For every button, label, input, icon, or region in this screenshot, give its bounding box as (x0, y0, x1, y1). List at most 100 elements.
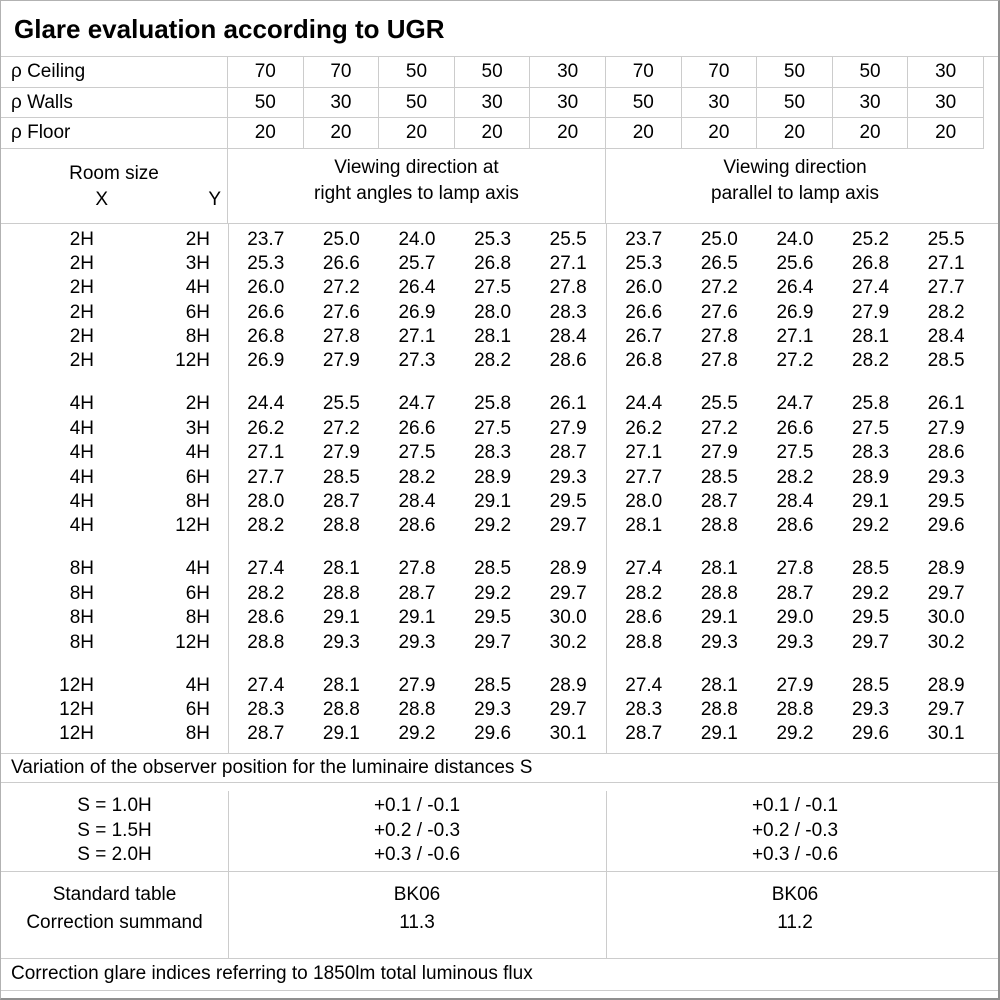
ugr-value-cell: 28.7 (625, 723, 663, 745)
ugr-value-cell: 28.5 (474, 674, 512, 696)
room-x-cell: 4H (69, 466, 94, 488)
table-row: 4H 4H 27.1 27.9 27.5 28.3 28.7 27.1 27.9 27.5 28.3… (1, 441, 998, 465)
reflectance-value-cell: 70 (681, 57, 758, 88)
ugr-value-cell: 28.1 (322, 558, 360, 580)
room-y-cell: 4H (185, 277, 210, 299)
ugr-value-cell: 28.2 (625, 582, 663, 604)
ugr-value-cell: 28.1 (625, 515, 663, 537)
filler-cell (984, 441, 998, 465)
ugr-value-cell: 26.6 (247, 301, 285, 323)
ugr-value-cell: 27.4 (625, 674, 663, 696)
section-gap (1, 783, 998, 791)
ugr-value-cell: 29.2 (398, 723, 436, 745)
ugr-value-cell: 27.3 (398, 350, 436, 372)
variation-s-label: S = 2.0H (77, 844, 152, 865)
ugr-value-cell: 23.7 (247, 228, 285, 250)
ugr-value-cell: 27.8 (776, 558, 814, 580)
ugr-value-cell: 26.0 (247, 277, 285, 299)
ugr-value-cell: 29.3 (852, 698, 890, 720)
ugr-value-cell: 28.6 (927, 442, 965, 464)
reflectance-value-cell: 20 (303, 118, 380, 149)
ugr-value-cell: 27.1 (625, 442, 663, 464)
reflectance-value-cell: 30 (908, 57, 984, 88)
ugr-value-cell: 26.8 (474, 252, 512, 274)
ugr-value-cell: 27.5 (474, 417, 512, 439)
ugr-value-cell: 29.1 (474, 491, 512, 512)
ugr-value-cell: 28.8 (322, 515, 360, 537)
ugr-value-cell: 30.2 (927, 631, 965, 653)
room-x-cell: 2H (69, 350, 94, 372)
table-row: 12H 4H 27.4 28.1 27.9 28.5 28.9 27.4 28.1 27.9 28.… (1, 674, 998, 698)
ugr-value-cell: 27.8 (549, 277, 587, 299)
ugr-value-cell: 27.8 (700, 326, 738, 348)
ugr-value-cell: 28.6 (247, 607, 285, 629)
ugr-value-cell: 28.7 (776, 582, 814, 604)
ugr-value-cell: 27.1 (927, 252, 965, 274)
ugr-value-cell: 26.0 (625, 277, 663, 299)
variation-group2-value: +0.2 / -0.3 (751, 819, 839, 841)
ugr-value-cell: 25.0 (700, 228, 738, 250)
ugr-value-cell: 29.3 (776, 631, 814, 653)
ugr-value-cell: 28.4 (549, 326, 587, 348)
table-row: 12H 6H 28.3 28.8 28.8 29.3 29.7 28.3 28.8 28.8 29.… (1, 698, 998, 722)
ugr-value-cell: 29.6 (927, 515, 965, 537)
reflectance-value-cell: 70 (303, 57, 380, 88)
table-row: 2H 3H 25.3 26.6 25.7 26.8 27.1 25.3 26.5 25.6 26.8… (1, 252, 998, 276)
ugr-value-cell: 27.2 (700, 277, 738, 299)
reflectance-value-cell: 50 (454, 57, 531, 88)
ugr-value-cell: 28.2 (776, 466, 814, 488)
ugr-value-cell: 27.5 (398, 442, 436, 464)
variation-row: S = 2.0H +0.3 / -0.6 +0.3 / -0.6 (1, 843, 998, 868)
ugr-value-cell: 28.7 (700, 491, 738, 512)
filler-cell (984, 301, 998, 325)
filler-cell (984, 349, 998, 373)
ugr-value-cell: 24.0 (776, 228, 814, 250)
ugr-value-cell: 28.8 (700, 698, 738, 720)
reflectance-value-cell: 50 (832, 57, 909, 88)
room-x-cell: 8H (69, 558, 94, 580)
ugr-value-cell: 27.2 (322, 277, 360, 299)
ugr-value-cell: 27.4 (247, 674, 285, 696)
ugr-value-cell: 29.7 (927, 698, 965, 720)
ugr-value-cell: 30.1 (549, 723, 587, 745)
reflectance-value-cell: 50 (379, 57, 455, 88)
filler-cell (984, 557, 998, 581)
ugr-value-cell: 26.4 (398, 277, 436, 299)
table-row: 2H 4H 26.0 27.2 26.4 27.5 27.8 26.0 27.2 26.4 27.4… (1, 276, 998, 300)
room-y-cell: 8H (185, 326, 210, 348)
summary-row: Standard table BK06 BK06 (1, 881, 998, 909)
ugr-value-cell: 29.7 (549, 515, 587, 537)
ugr-value-cell: 25.8 (852, 393, 890, 415)
ugr-value-cell: 30.1 (927, 723, 965, 745)
ugr-value-cell: 27.9 (322, 442, 360, 464)
ugr-value-cell: 28.0 (625, 491, 663, 512)
table-row: 8H 4H 27.4 28.1 27.8 28.5 28.9 27.4 28.1 27.8 28.5… (1, 557, 998, 581)
ugr-value-cell: 27.9 (700, 442, 738, 464)
ugr-value-cell: 25.5 (549, 228, 587, 250)
ugr-value-cell: 25.5 (700, 393, 738, 415)
table-row: 4H 3H 26.2 27.2 26.6 27.5 27.9 26.2 27.2 26.6 27.5… (1, 417, 998, 441)
filler-cell (984, 606, 998, 630)
ugr-value-cell: 29.5 (474, 607, 512, 629)
ugr-value-cell: 24.0 (398, 228, 436, 250)
block-gap-row (1, 374, 998, 393)
ugr-value-cell: 25.0 (322, 228, 360, 250)
ugr-value-cell: 29.2 (474, 582, 512, 604)
ugr-value-cell: 28.8 (700, 515, 738, 537)
ugr-value-cell: 29.2 (776, 723, 814, 745)
table-row: 8H 8H 28.6 29.1 29.1 29.5 30.0 28.6 29.1 29.0 29.5… (1, 606, 998, 630)
group-divider (606, 791, 607, 871)
group-divider (606, 223, 607, 753)
ugr-value-cell: 29.3 (322, 631, 360, 653)
ugr-value-cell: 27.6 (700, 301, 738, 323)
ugr-value-cell: 29.1 (398, 607, 436, 629)
table-row: 2H 6H 26.6 27.6 26.9 28.0 28.3 26.6 27.6 26.9 27.9… (1, 301, 998, 325)
ugr-value-cell: 29.0 (776, 607, 814, 629)
room-y-cell: 2H (185, 228, 210, 250)
ugr-value-cell: 26.2 (625, 417, 663, 439)
reflectance-row-label: ρ Floor (1, 118, 228, 149)
reflectance-value-cell: 70 (228, 57, 304, 88)
room-x-cell: 2H (69, 301, 94, 323)
room-size-label: Room size (69, 162, 159, 184)
table-row: 12H 8H 28.7 29.1 29.2 29.6 30.1 28.7 29.1 29.2 29.… (1, 722, 998, 746)
